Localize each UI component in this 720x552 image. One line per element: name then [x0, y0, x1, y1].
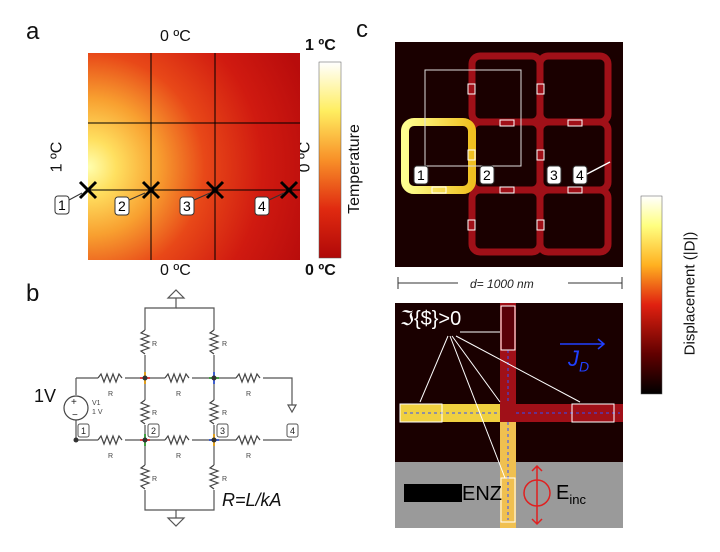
- svg-text:−: −: [72, 410, 78, 421]
- heatmap-a-grid: [88, 53, 300, 260]
- source-text-1: V1: [92, 400, 101, 407]
- node-callouts-c: [413, 165, 588, 185]
- resistor-12: [235, 434, 261, 446]
- resistor-label-9: R: [246, 391, 251, 398]
- resistor-2: [208, 329, 220, 355]
- node-c-1: 1: [417, 167, 425, 183]
- marker-x-4: [279, 180, 299, 200]
- resistor-label-1: R: [152, 341, 157, 348]
- einc-symbol: [523, 464, 551, 526]
- node-a-1: 1: [58, 197, 66, 213]
- resistor-label-11: R: [176, 453, 181, 460]
- resistor-9: [235, 372, 261, 384]
- node-c-2: 2: [483, 167, 491, 183]
- colorbar-c: [640, 195, 663, 395]
- resistor-label-6: R: [222, 476, 227, 483]
- circuit-probes: [77, 423, 299, 438]
- node-c-4: 4: [576, 167, 584, 183]
- resistor-label-2: R: [222, 341, 227, 348]
- callout-line-4: [586, 161, 611, 175]
- source-voltage-label: 1V: [34, 386, 57, 406]
- einc-label-sub: inc: [569, 492, 586, 507]
- colorbar-c-title: Displacement (|D|): [681, 231, 699, 356]
- resistor-8: [164, 372, 190, 384]
- node-a-4: 4: [258, 198, 266, 214]
- current-arrow: [560, 338, 606, 350]
- panel-a-letter: a: [26, 18, 40, 45]
- resistor-label-3: R: [152, 410, 157, 417]
- resistor-label-10: R: [108, 453, 113, 460]
- circuit-nodes: [73, 375, 217, 443]
- node-b-2: 2: [151, 426, 156, 436]
- marker-x-2: [141, 180, 161, 200]
- colorbar-a: [318, 61, 342, 259]
- resistor-10: [97, 434, 123, 446]
- current-label: JD: [568, 346, 589, 374]
- node-callouts-a: [54, 192, 285, 216]
- einc-label: Einc: [556, 482, 586, 507]
- node-a-2: 2: [118, 198, 126, 214]
- voltage-source: + −: [63, 395, 89, 421]
- hot-ring: [401, 118, 476, 194]
- condition-label: ℑ{$}>0: [400, 308, 462, 330]
- resistor-11: [164, 434, 190, 446]
- resistor-3: [139, 399, 151, 425]
- dimension-line: [397, 277, 623, 289]
- node-b-3: 3: [220, 426, 225, 436]
- redaction-box: [404, 484, 462, 502]
- resistor-label-4: R: [222, 410, 227, 417]
- node-b-4: 4: [290, 426, 295, 436]
- current-label-sub: D: [579, 358, 590, 375]
- marker-x-group: [78, 180, 299, 200]
- einc-label-main: E: [556, 482, 570, 504]
- resistors: [97, 329, 261, 490]
- port-markers-top: [431, 83, 583, 231]
- pointer-lines: [419, 331, 581, 479]
- marker-x-3: [205, 180, 225, 200]
- node-b-1: 1: [81, 426, 86, 436]
- colorbar-a-max: 1 ºC: [305, 37, 336, 54]
- resistor-5: [139, 464, 151, 490]
- resistor-label-7: R: [108, 391, 113, 398]
- svg-text:+: +: [71, 397, 77, 408]
- marker-x-1: [78, 180, 98, 200]
- displacement-map-top: [395, 42, 623, 267]
- zoom-box: [424, 69, 522, 167]
- panel-a-top-label: 0 ºC: [160, 28, 191, 45]
- panel-c-letter: c: [356, 16, 368, 43]
- resistor-1: [139, 329, 151, 355]
- panel-b-letter: b: [26, 280, 40, 307]
- field-lines: [404, 350, 620, 520]
- enz-label: ENZ: [462, 483, 502, 505]
- resistance-formula: R=L/kA: [222, 490, 282, 510]
- port-markers-bottom: [399, 305, 615, 523]
- resistor-6: [208, 464, 220, 490]
- panel-a-bottom-label: 0 ºC: [160, 262, 191, 279]
- resistor-label-5: R: [152, 476, 157, 483]
- source-text-2: 1 V: [92, 409, 103, 416]
- colorbar-a-min: 0 ºC: [305, 262, 336, 279]
- node-a-3: 3: [183, 198, 191, 214]
- heatmap-a: [88, 53, 300, 260]
- dimension-label: d= 1000 nm: [470, 277, 534, 291]
- current-label-main: J: [568, 346, 579, 371]
- resistor-4: [208, 399, 220, 425]
- resistor-label-12: R: [246, 453, 251, 460]
- node-c-3: 3: [550, 167, 558, 183]
- resistor-label-8: R: [176, 391, 181, 398]
- resistor-7: [97, 372, 123, 384]
